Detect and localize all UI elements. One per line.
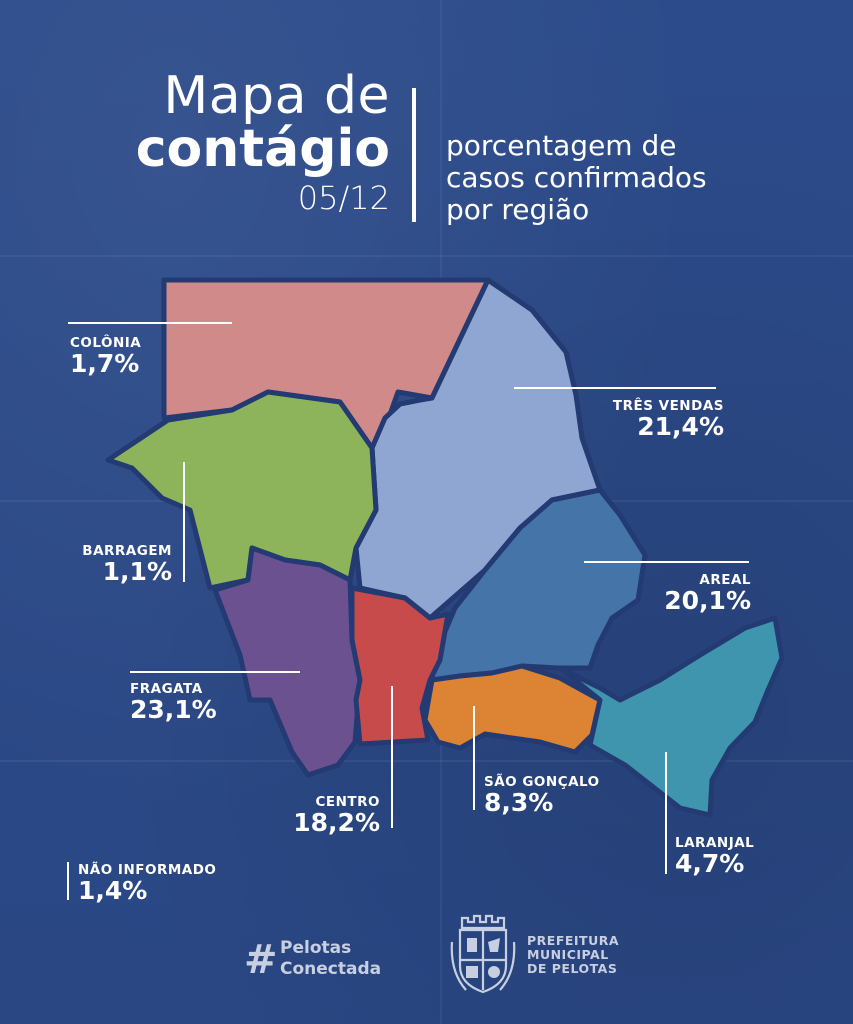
prefeitura-text: PREFEITURA MUNICIPAL DE PELOTAS	[527, 934, 619, 976]
title-block: Mapa de contágio 05/12	[100, 70, 390, 216]
region-name: COLÔNIA	[70, 335, 142, 351]
label-centro: CENTRO 18,2%	[280, 794, 380, 836]
region-name: LARANJAL	[675, 835, 755, 851]
label-sao-goncalo: SÃO GONÇALO 8,3%	[484, 774, 600, 816]
label-barragem: BARRAGEM 1,1%	[50, 543, 172, 585]
region-value: 1,1%	[102, 557, 172, 586]
label-nao-informado: NÃO INFORMADO 1,4%	[78, 862, 216, 904]
subtitle-line: casos confirmados	[446, 161, 707, 194]
region-laranjal	[557, 615, 785, 818]
paper-fold	[0, 255, 853, 257]
region-name: CENTRO	[315, 794, 380, 810]
prefeitura-line: MUNICIPAL	[527, 947, 609, 962]
region-name: SÃO GONÇALO	[484, 774, 600, 790]
title-line1: Mapa de	[163, 66, 390, 126]
region-value: 23,1%	[130, 695, 217, 724]
paper-fold	[0, 760, 853, 762]
region-name: NÃO INFORMADO	[78, 862, 217, 878]
label-laranjal: LARANJAL 4,7%	[675, 835, 754, 877]
region-value: 8,3%	[484, 788, 554, 817]
region-name: AREAL	[699, 572, 751, 588]
region-value: 21,4%	[637, 412, 724, 441]
region-fragata	[212, 545, 363, 778]
label-areal: AREAL 20,1%	[620, 572, 751, 614]
hashtag-text: Pelotas Conectada	[280, 938, 381, 980]
region-name: BARRAGEM	[82, 543, 172, 559]
hashtag-icon: #	[244, 937, 278, 983]
prefeitura-line: DE PELOTAS	[527, 961, 618, 976]
region-sao-goncalo	[422, 663, 603, 755]
subtitle: porcentagem de casos confirmados por reg…	[446, 130, 707, 226]
title-date: 05/12	[297, 179, 390, 217]
hashtag-line1: Pelotas	[280, 938, 352, 958]
label-colonia: COLÔNIA 1,7%	[70, 335, 141, 377]
title-line2: contágio	[135, 119, 390, 179]
region-value: 1,4%	[78, 876, 148, 905]
region-name: TRÊS VENDAS	[612, 398, 724, 414]
prefeitura-line: PREFEITURA	[527, 933, 620, 948]
region-value: 1,7%	[70, 349, 140, 378]
region-name: FRAGATA	[130, 681, 203, 697]
region-value: 20,1%	[664, 586, 751, 615]
region-centro	[349, 585, 451, 747]
city-crest-icon	[450, 914, 516, 994]
label-tres-vendas: TRÊS VENDAS 21,4%	[560, 398, 724, 440]
hashtag-line2: Conectada	[280, 959, 382, 979]
subtitle-line: por região	[446, 193, 590, 226]
region-value: 4,7%	[675, 849, 745, 878]
title-divider	[412, 88, 416, 222]
region-value: 18,2%	[293, 808, 380, 837]
label-fragata: FRAGATA 23,1%	[130, 681, 217, 723]
subtitle-line: porcentagem de	[446, 129, 677, 162]
